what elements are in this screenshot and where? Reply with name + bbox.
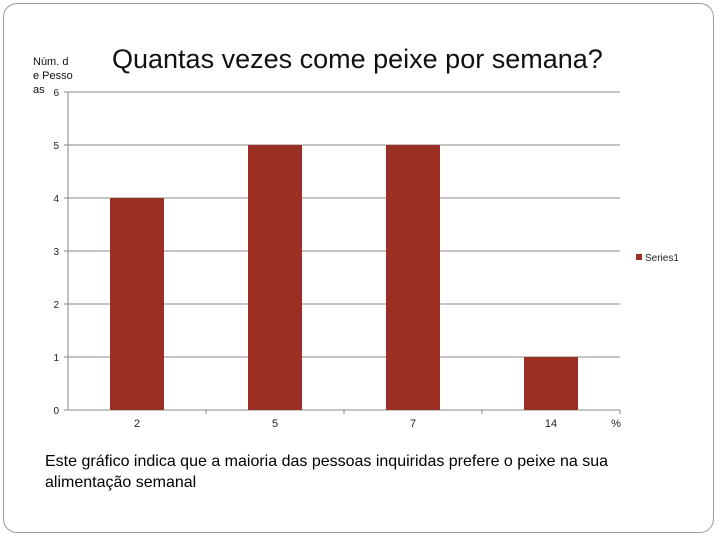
- legend-swatch: [636, 254, 642, 260]
- y-axis-label: Núm. de Pessoas: [33, 56, 73, 96]
- x-tick-label: 14: [545, 418, 557, 430]
- y-tick-label: 0: [53, 406, 59, 417]
- x-axis-label: %: [611, 418, 621, 430]
- legend-label: Series1: [645, 253, 679, 264]
- chart-title: Quantas vezes come peixe por semana?: [112, 44, 603, 74]
- bar-2: [110, 198, 164, 410]
- bar-14: [524, 357, 578, 410]
- x-tick-label: 2: [134, 418, 140, 430]
- y-tick-label: 3: [53, 247, 59, 258]
- bar-5: [248, 145, 302, 410]
- chart-caption: Este gráfico indica que a maioria das pe…: [45, 453, 608, 491]
- y-tick-label: 4: [53, 194, 59, 205]
- x-tick-label: 5: [272, 418, 278, 430]
- x-tick-label: 7: [410, 418, 416, 430]
- y-tick-label: 1: [53, 353, 59, 364]
- y-tick-label: 5: [53, 141, 59, 152]
- y-tick-label: 6: [53, 88, 59, 99]
- y-tick-label: 2: [53, 300, 59, 311]
- bar-7: [386, 145, 440, 410]
